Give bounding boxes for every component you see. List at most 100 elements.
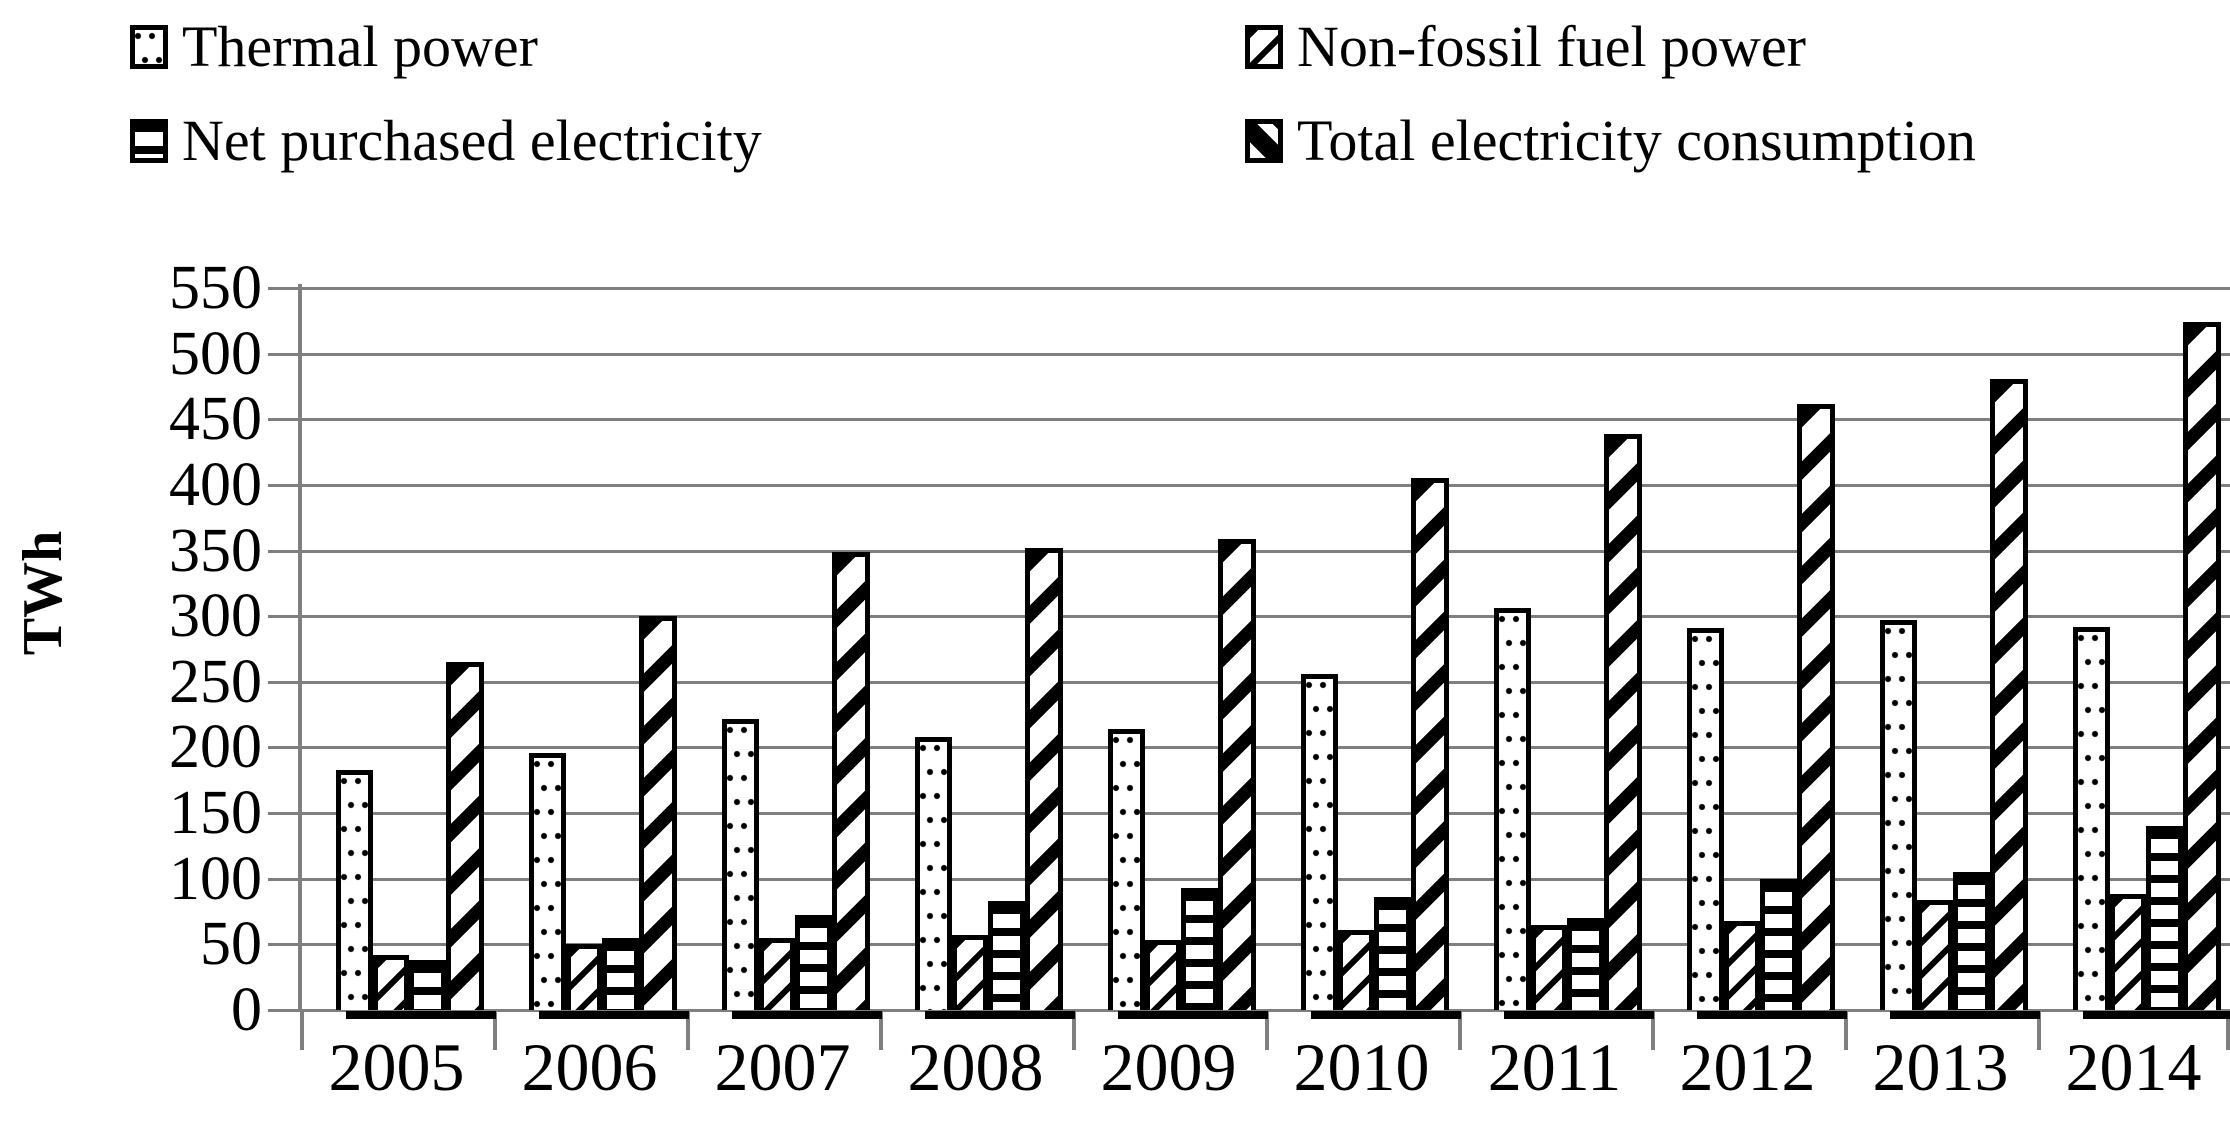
y-tick-label: 300 [169, 582, 262, 650]
y-tick-label: 0 [231, 976, 262, 1044]
bar-diagonal-thick-2006 [639, 616, 677, 1010]
bar-diagonal-thick-2011 [1604, 434, 1642, 1010]
bar-dots-2010 [1301, 674, 1338, 1010]
x-axis-tick [1651, 1010, 1655, 1050]
group-shadow [346, 1011, 496, 1019]
legend-label: Thermal power [182, 14, 538, 79]
group-shadow [925, 1011, 1075, 1019]
y-tick-label: 150 [169, 779, 262, 847]
bar-horizontal-2010 [1374, 897, 1411, 1010]
y-tick-label: 450 [169, 385, 262, 453]
x-tick-label: 2005 [328, 1029, 465, 1105]
bar-horizontal-2005 [409, 960, 446, 1010]
bar-diagonal-thin-2006 [566, 944, 602, 1010]
x-tick-label: 2012 [1679, 1029, 1816, 1105]
bar-diagonal-thick-2012 [1797, 404, 1835, 1010]
x-tick-label: 2014 [2065, 1029, 2202, 1105]
bar-dots-2007 [722, 719, 759, 1010]
bar-diagonal-thin-2014 [2110, 894, 2146, 1010]
y-axis-tick [268, 418, 300, 421]
y-tick-label: 100 [169, 845, 262, 913]
bar-diagonal-thin-2005 [373, 955, 409, 1010]
y-gridline [300, 484, 2230, 487]
y-gridline [300, 615, 2230, 618]
x-axis-tick [1844, 1010, 1848, 1050]
y-tick-label: 550 [169, 254, 262, 322]
bar-horizontal-2011 [1567, 918, 1604, 1010]
bar-diagonal-thick-2005 [446, 662, 484, 1010]
legend-item-thermal-power: Thermal power [130, 18, 538, 76]
dots-square-icon [130, 25, 168, 69]
y-axis-tick [268, 353, 300, 356]
x-tick-label: 2010 [1293, 1029, 1430, 1105]
bar-diagonal-thin-2012 [1724, 921, 1760, 1010]
y-gridline [300, 287, 2230, 290]
group-shadow [1504, 1011, 1654, 1019]
x-axis-tick [1265, 1010, 1269, 1050]
group-shadow [732, 1011, 882, 1019]
x-tick-label: 2013 [1872, 1029, 2009, 1105]
bar-diagonal-thick-2007 [832, 552, 870, 1010]
legend-item-non-fossil-fuel-power: Non-fossil fuel power [1245, 18, 1806, 76]
bar-diagonal-thick-2014 [2183, 322, 2221, 1010]
group-shadow [1890, 1011, 2040, 1019]
bar-diagonal-thin-2008 [952, 935, 988, 1010]
bar-horizontal-2009 [1181, 888, 1218, 1010]
bar-horizontal-2013 [1953, 872, 1990, 1010]
legend-label: Net purchased electricity [182, 108, 762, 173]
y-tick-label: 50 [200, 910, 262, 978]
bar-dots-2012 [1687, 628, 1724, 1010]
y-axis-tick [268, 287, 300, 290]
group-shadow [1311, 1011, 1461, 1019]
bar-dots-2013 [1880, 620, 1917, 1010]
bar-horizontal-2006 [602, 938, 639, 1010]
bar-horizontal-2008 [988, 901, 1025, 1010]
y-axis-line [298, 284, 302, 1012]
x-axis-tick [2226, 1010, 2230, 1050]
y-tick-label: 200 [169, 713, 262, 781]
bar-dots-2009 [1108, 729, 1145, 1010]
bar-diagonal-thin-2009 [1145, 940, 1181, 1010]
x-axis-tick [300, 1010, 304, 1050]
x-axis-tick [879, 1010, 883, 1050]
group-shadow [1118, 1011, 1268, 1019]
legend-label: Non-fossil fuel power [1297, 14, 1807, 79]
y-axis-tick [268, 484, 300, 487]
y-tick-label: 350 [169, 517, 262, 585]
x-axis-tick [493, 1010, 497, 1050]
horizontal-lines-square-icon [130, 119, 168, 163]
bar-diagonal-thick-2008 [1025, 548, 1063, 1010]
x-axis-tick [1458, 1010, 1462, 1050]
bar-horizontal-2012 [1760, 879, 1797, 1010]
y-gridline [300, 353, 2230, 356]
x-tick-label: 2009 [1100, 1029, 1237, 1105]
y-gridline [300, 943, 2230, 946]
y-gridline [300, 812, 2230, 815]
legend-item-net-purchased-electricity: Net purchased electricity [130, 112, 762, 170]
x-axis-tick [2037, 1010, 2041, 1050]
bar-diagonal-thin-2007 [759, 938, 795, 1010]
bar-diagonal-thick-2013 [1990, 379, 2028, 1010]
bar-diagonal-thin-2013 [1917, 900, 1953, 1010]
bar-diagonal-thin-2010 [1338, 930, 1374, 1010]
y-tick-label: 500 [169, 320, 262, 388]
y-axis-tick [268, 550, 300, 553]
bar-dots-2005 [336, 770, 373, 1010]
y-axis-tick [268, 943, 300, 946]
x-axis-tick [686, 1010, 690, 1050]
bar-diagonal-thin-2011 [1531, 925, 1567, 1010]
x-tick-label: 2008 [907, 1029, 1044, 1105]
y-axis-tick [268, 681, 300, 684]
y-axis-tick [268, 1009, 300, 1012]
y-gridline [300, 746, 2230, 749]
y-axis-tick [268, 746, 300, 749]
bar-diagonal-thick-2010 [1411, 478, 1449, 1010]
group-shadow [1697, 1011, 1847, 1019]
thick-diagonal-square-icon [1245, 119, 1283, 163]
y-axis-tick [268, 812, 300, 815]
x-tick-label: 2006 [521, 1029, 658, 1105]
legend-label: Total electricity consumption [1297, 108, 1976, 173]
group-shadow [539, 1011, 689, 1019]
y-gridline [300, 550, 2230, 553]
